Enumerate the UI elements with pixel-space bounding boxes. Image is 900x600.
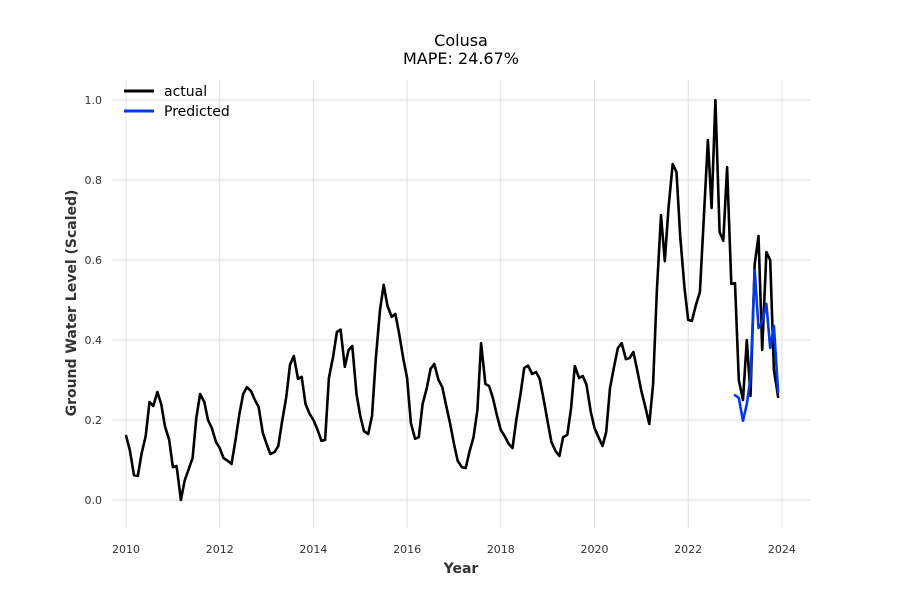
x-tick-label: 2018 — [487, 543, 515, 556]
chart-title: Colusa — [434, 31, 488, 50]
y-axis-tick-labels: 0.0 0.2 0.4 0.6 0.8 1.0 — [85, 94, 103, 507]
x-tick-label: 2014 — [299, 543, 327, 556]
series-line-actual — [124, 98, 780, 502]
legend: actual Predicted — [124, 84, 230, 120]
y-tick-label: 0.6 — [85, 254, 103, 267]
series-lines — [124, 98, 780, 502]
series-line-predicted — [733, 268, 780, 423]
grid-lines — [112, 80, 810, 528]
x-tick-label: 2010 — [112, 543, 140, 556]
y-tick-label: 0.2 — [85, 414, 103, 427]
y-tick-label: 1.0 — [85, 94, 103, 107]
y-tick-label: 0.8 — [85, 174, 103, 187]
legend-label-predicted: Predicted — [164, 104, 230, 120]
chart-subtitle: MAPE: 24.67% — [403, 49, 519, 68]
y-tick-label: 0.4 — [85, 334, 103, 347]
y-axis-label: Ground Water Level (Scaled) — [64, 190, 80, 417]
x-axis-tick-labels: 2010 2012 2014 2016 2018 2020 2022 2024 — [112, 543, 796, 556]
chart-title-group: Colusa MAPE: 24.67% — [403, 31, 519, 68]
x-tick-label: 2022 — [674, 543, 702, 556]
x-tick-label: 2020 — [581, 543, 609, 556]
legend-label-actual: actual — [164, 84, 207, 100]
x-tick-label: 2012 — [206, 543, 234, 556]
x-tick-label: 2024 — [768, 543, 796, 556]
x-tick-label: 2016 — [393, 543, 421, 556]
y-tick-label: 0.0 — [85, 494, 103, 507]
x-axis-label: Year — [443, 561, 479, 577]
